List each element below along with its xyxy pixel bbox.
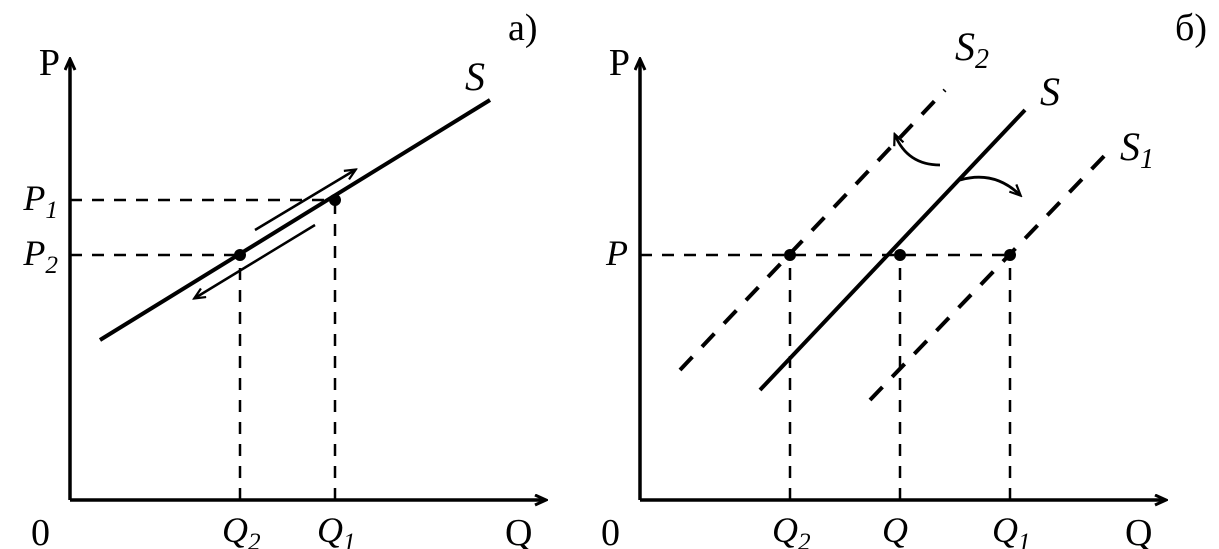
- data-point: [1004, 249, 1016, 261]
- data-point: [234, 249, 246, 261]
- svg-text:P: P: [609, 42, 630, 84]
- svg-text:P1: P1: [22, 178, 58, 224]
- svg-text:P: P: [605, 233, 628, 273]
- figure-container: а) P Q 0 S P1 P2 Q2 Q1 б) P Q 0 S2 S S1 P Q2 Q Q1: [0, 0, 1219, 549]
- svg-text:S2: S2: [955, 24, 989, 75]
- data-point: [894, 249, 906, 261]
- svg-text:Q1: Q1: [992, 510, 1031, 549]
- shift-arrow-right: [960, 177, 1020, 195]
- svg-text:S1: S1: [1120, 124, 1154, 175]
- svg-text:0: 0: [601, 512, 620, 549]
- supply-curve-s: [100, 100, 490, 340]
- svg-text:S: S: [1040, 69, 1060, 114]
- svg-text:P: P: [39, 42, 60, 84]
- svg-text:Q: Q: [882, 510, 908, 549]
- supply-curve-s2: [680, 90, 945, 370]
- supply-curve-s1: [870, 150, 1110, 400]
- shift-arrow-left: [895, 135, 940, 165]
- data-point: [329, 194, 341, 206]
- arrow-along-curve-down: [195, 225, 315, 298]
- svg-text:0: 0: [31, 512, 50, 549]
- figure-svg: а) P Q 0 S P1 P2 Q2 Q1 б) P Q 0 S2 S S1 P Q2 Q Q1: [0, 0, 1219, 549]
- supply-curve-s: [760, 110, 1025, 390]
- svg-text:S: S: [465, 54, 485, 99]
- svg-text:Q: Q: [505, 512, 532, 549]
- svg-text:Q2: Q2: [222, 510, 261, 549]
- svg-text:P2: P2: [22, 233, 58, 279]
- svg-text:Q1: Q1: [317, 510, 356, 549]
- panel-b-label: б): [1175, 7, 1207, 49]
- data-point: [784, 249, 796, 261]
- svg-text:Q: Q: [1125, 512, 1152, 549]
- svg-text:Q2: Q2: [772, 510, 811, 549]
- panel-a-label: а): [508, 7, 538, 49]
